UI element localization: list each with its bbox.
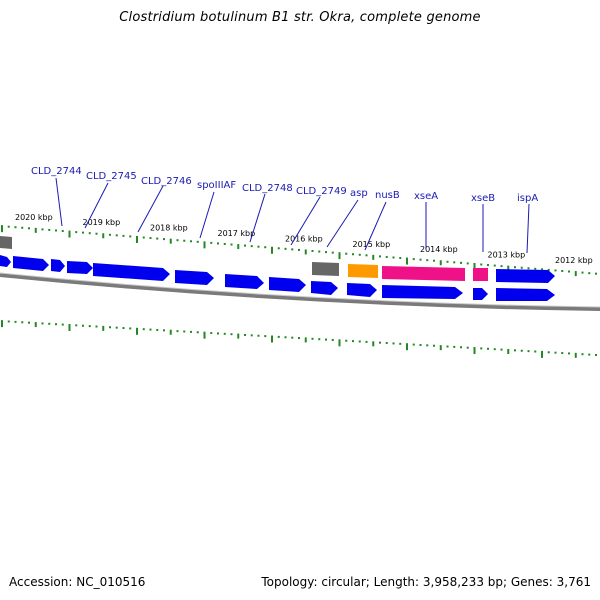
- tick-label: 2019 kbp: [83, 218, 121, 227]
- gene-label: nusB: [375, 190, 400, 201]
- gene-feature[interactable]: [348, 264, 378, 278]
- tick-label: 2012 kbp: [555, 256, 593, 265]
- gene-feature[interactable]: [93, 263, 170, 281]
- tick-label: 2013 kbp: [488, 251, 526, 260]
- gene-label: CLD_2746: [141, 176, 192, 187]
- tick-label: 2017 kbp: [218, 229, 256, 238]
- gene-feature[interactable]: [382, 285, 463, 299]
- tick-label: 2016 kbp: [285, 234, 323, 243]
- gene-label: asp: [350, 188, 368, 199]
- gene-feature[interactable]: [311, 281, 338, 295]
- gene-feature[interactable]: [175, 270, 214, 285]
- gene-track: [0, 236, 555, 301]
- gene-feature[interactable]: [0, 255, 11, 267]
- gene-label: xseA: [414, 191, 438, 202]
- gene-label: xseB: [471, 193, 495, 204]
- gene-label: CLD_2749: [296, 186, 347, 197]
- gene-feature[interactable]: [473, 268, 488, 281]
- gene-feature[interactable]: [13, 256, 49, 271]
- gene-label: spoIIIAF: [197, 180, 236, 191]
- minor-ticks-outer: [1, 225, 597, 277]
- gene-label: CLD_2745: [86, 171, 137, 182]
- minor-ticks-inner: [1, 320, 597, 358]
- gene-feature[interactable]: [382, 266, 465, 281]
- gene-feature[interactable]: [312, 262, 339, 276]
- gene-labels: CLD_2744 CLD_2745 CLD_2746 spoIIIAF CLD_…: [31, 166, 538, 204]
- gene-label: CLD_2748: [242, 183, 293, 194]
- gene-feature[interactable]: [496, 288, 555, 301]
- gene-feature[interactable]: [347, 283, 377, 297]
- gene-feature[interactable]: [225, 274, 264, 289]
- gene-label: CLD_2744: [31, 166, 82, 177]
- genome-backbone: [0, 273, 600, 311]
- map-title: Clostridium botulinum B1 str. Okra, comp…: [119, 10, 481, 25]
- gene-feature[interactable]: [67, 261, 93, 274]
- genome-summary: Topology: circular; Length: 3,958,233 bp…: [261, 575, 591, 589]
- tick-labels: 2020 kbp 2019 kbp 2018 kbp 2017 kbp 2016 kbp…: [15, 213, 593, 265]
- accession-label: Accession: NC_010516: [9, 575, 146, 589]
- gene-feature[interactable]: [473, 288, 488, 300]
- label-connectors: [55, 177, 530, 254]
- tick-label: 2020 kbp: [15, 213, 53, 222]
- tick-label: 2018 kbp: [150, 224, 188, 233]
- tick-label: 2015 kbp: [353, 240, 391, 249]
- gene-feature[interactable]: [269, 277, 306, 292]
- gene-feature[interactable]: [0, 236, 12, 249]
- gene-label: ispA: [517, 193, 538, 204]
- gene-feature[interactable]: [51, 259, 65, 272]
- gene-feature[interactable]: [496, 269, 555, 283]
- tick-label: 2014 kbp: [420, 245, 458, 254]
